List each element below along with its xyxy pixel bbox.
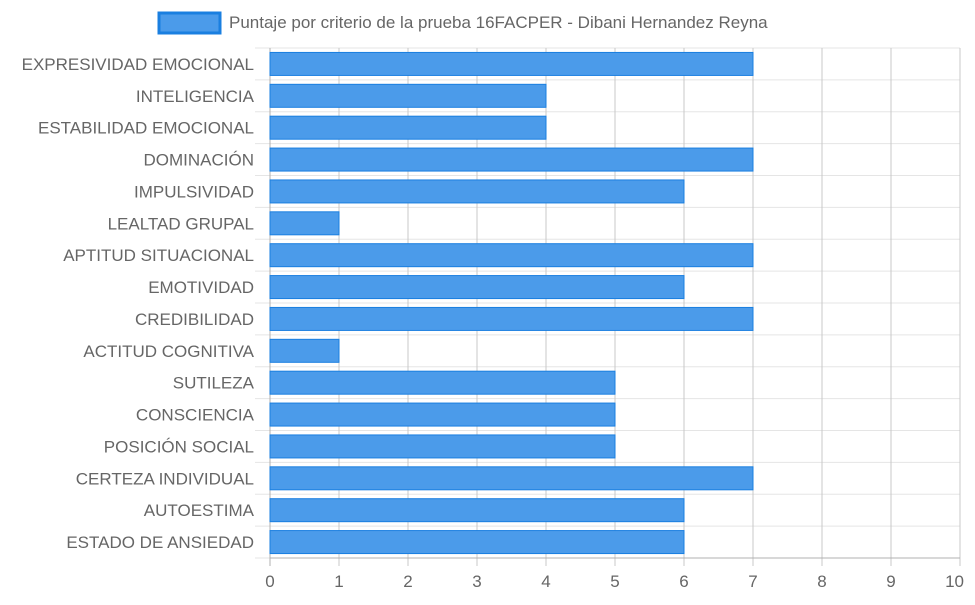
category-label: ESTADO DE ANSIEDAD (66, 533, 254, 552)
x-axis-tick-labels: 0 1 2 3 4 5 6 7 8 9 10 (265, 572, 964, 591)
legend-label[interactable]: Puntaje por criterio de la prueba 16FACP… (229, 13, 768, 32)
bar[interactable] (269, 306, 754, 331)
category-label: INTELIGENCIA (136, 87, 255, 106)
category-label: EMOTIVIDAD (148, 278, 254, 297)
bar[interactable] (269, 243, 754, 268)
bar[interactable] (269, 179, 685, 204)
bar[interactable] (269, 211, 340, 236)
x-tick-label: 1 (334, 572, 343, 591)
category-label: CREDIBILIDAD (135, 310, 254, 329)
bars (269, 51, 754, 555)
x-tick-label: 6 (679, 572, 688, 591)
category-label: IMPULSIVIDAD (134, 182, 254, 201)
x-tick-label: 2 (403, 572, 412, 591)
x-tick-label: 0 (265, 572, 274, 591)
bar[interactable] (269, 370, 616, 395)
category-label: ESTABILIDAD EMOCIONAL (38, 119, 254, 138)
bar[interactable] (269, 466, 754, 491)
category-label: CONSCIENCIA (136, 406, 255, 425)
bar[interactable] (269, 147, 754, 172)
bar[interactable] (269, 83, 547, 108)
bar[interactable] (269, 498, 685, 523)
x-tick-label: 8 (817, 572, 826, 591)
x-tick-label: 4 (541, 572, 550, 591)
legend[interactable]: Puntaje por criterio de la prueba 16FACP… (157, 11, 768, 35)
x-tick-label: 5 (610, 572, 619, 591)
bar[interactable] (269, 51, 754, 76)
bar[interactable] (269, 434, 616, 459)
category-label: LEALTAD GRUPAL (108, 214, 254, 233)
category-label: EXPRESIVIDAD EMOCIONAL (22, 55, 254, 74)
x-tick-label: 10 (945, 572, 964, 591)
bar[interactable] (269, 530, 685, 555)
x-tick-label: 9 (886, 572, 895, 591)
y-axis-labels: EXPRESIVIDAD EMOCIONAL INTELIGENCIA ESTABI… (22, 55, 255, 552)
x-tick-label: 3 (472, 572, 481, 591)
bar[interactable] (269, 115, 547, 140)
bar[interactable] (269, 402, 616, 427)
category-label: APTITUD SITUACIONAL (63, 246, 254, 265)
category-label: AUTOESTIMA (144, 501, 255, 520)
category-label: ACTITUD COGNITIVA (83, 342, 254, 361)
category-label: CERTEZA INDIVIDUAL (76, 469, 254, 488)
legend-swatch[interactable] (157, 11, 222, 35)
bar[interactable] (269, 275, 685, 300)
category-label: POSICIÓN SOCIAL (104, 437, 254, 456)
bar[interactable] (269, 338, 340, 363)
category-label: DOMINACIÓN (144, 151, 255, 170)
category-label: SUTILEZA (173, 374, 255, 393)
x-tick-label: 7 (748, 572, 757, 591)
